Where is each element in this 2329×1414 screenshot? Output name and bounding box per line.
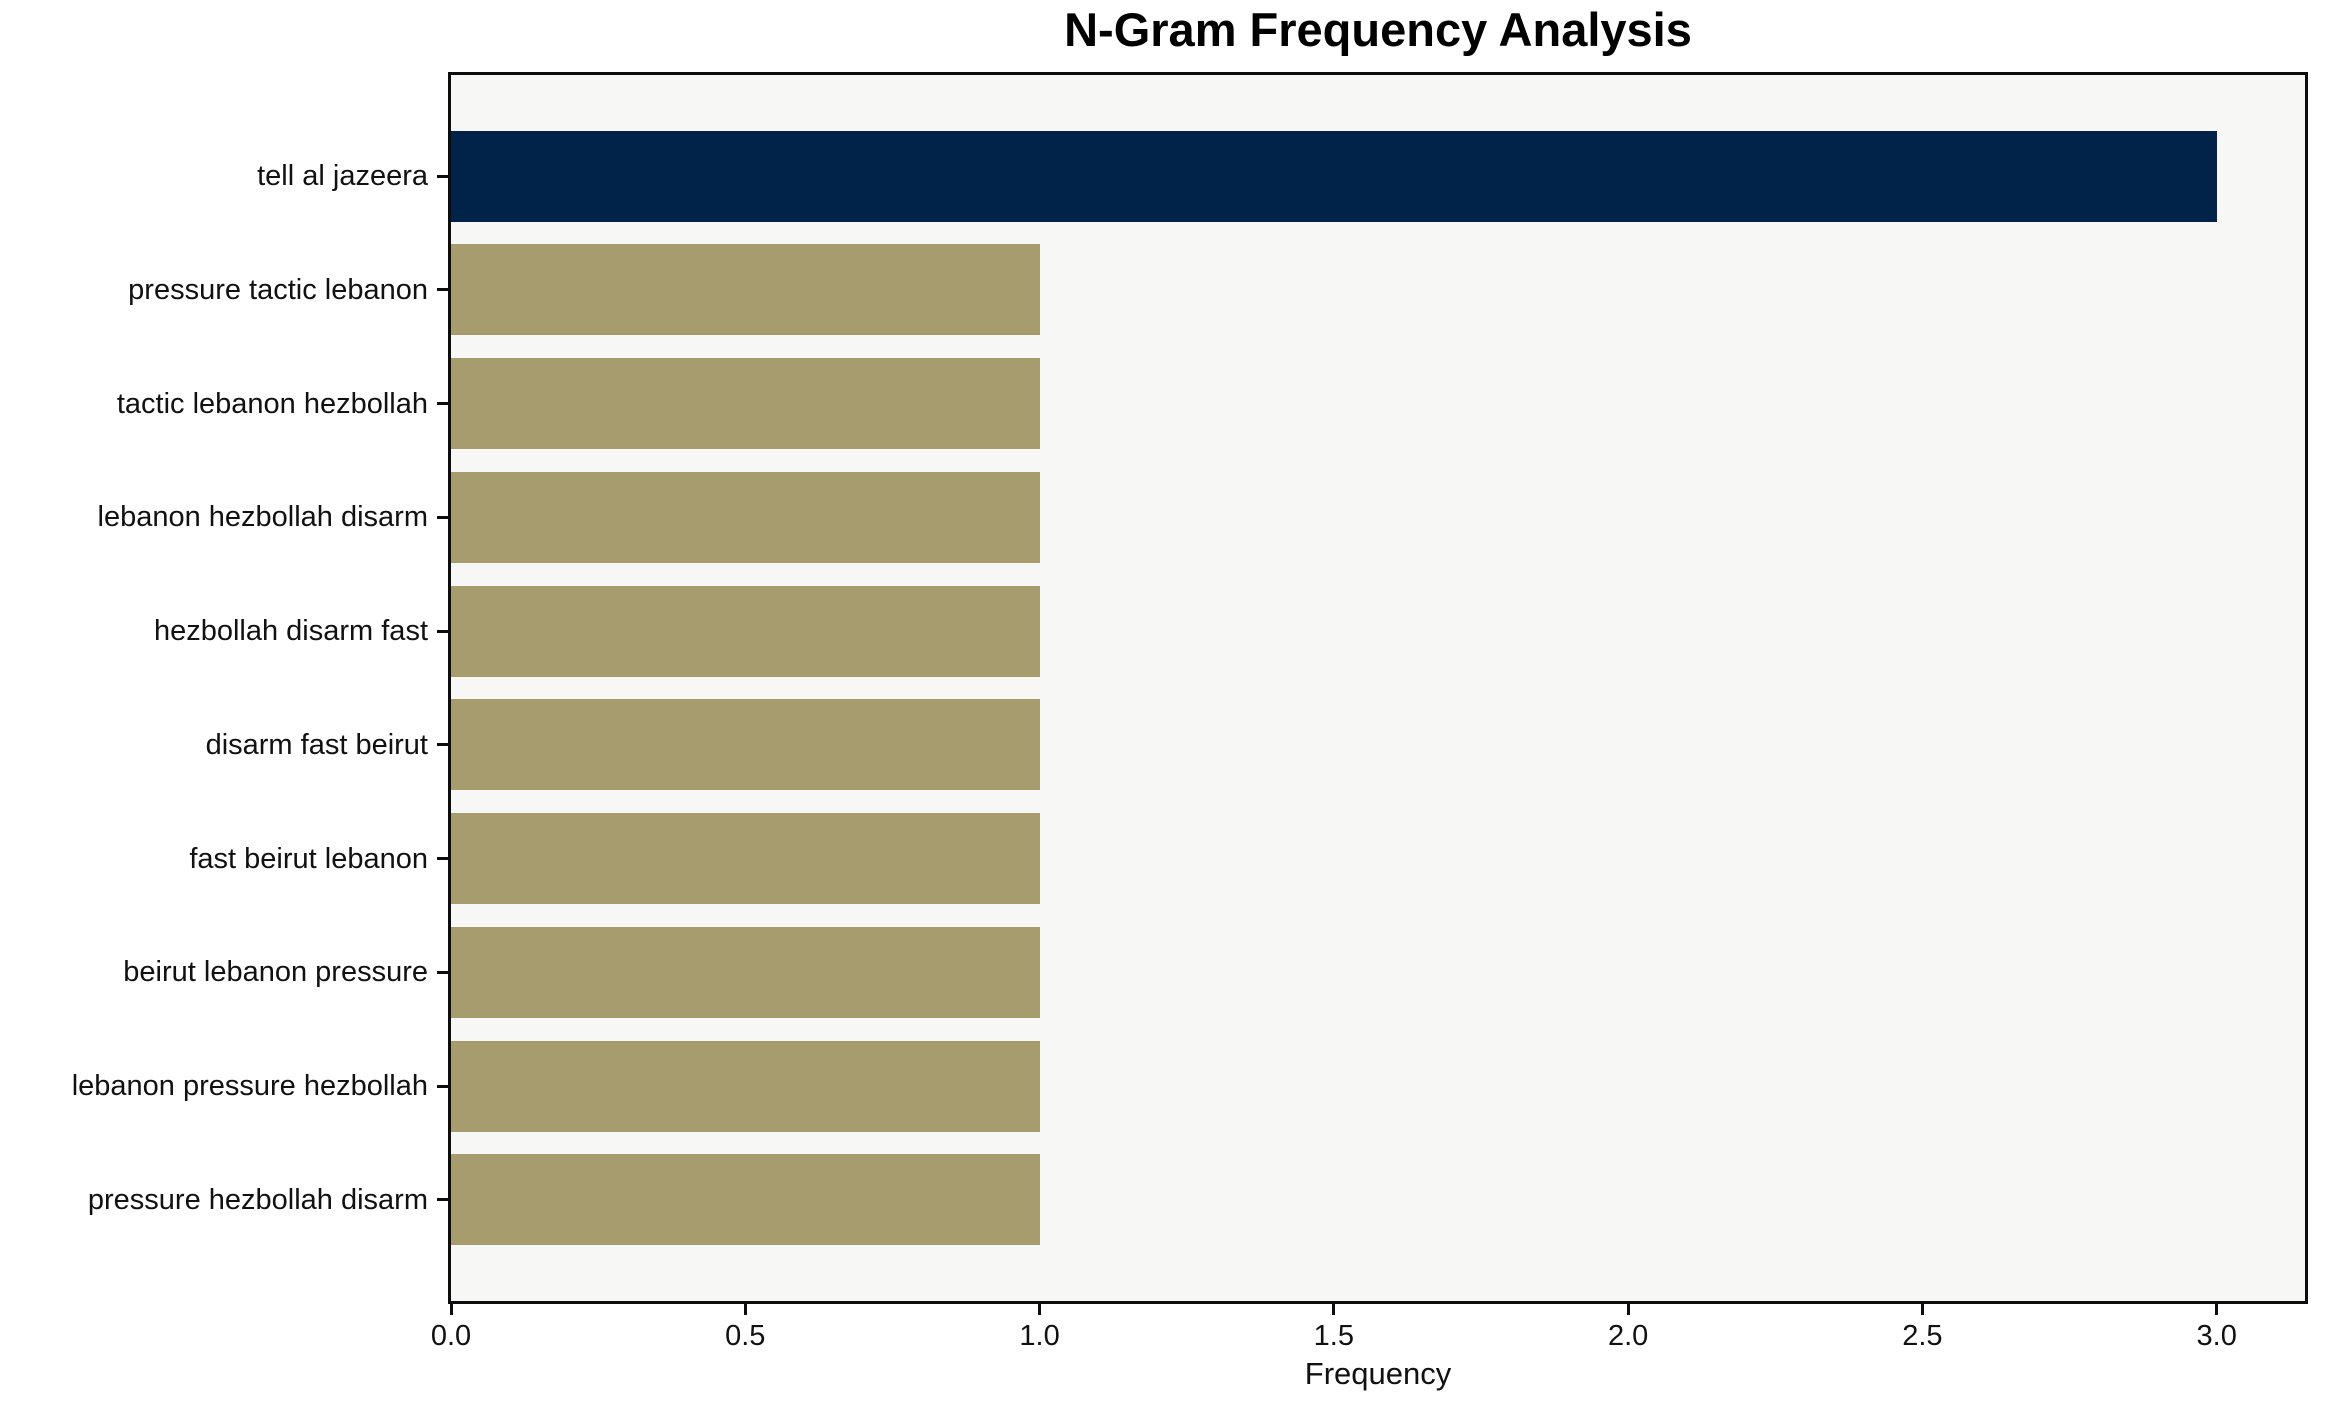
x-tick-label: 1.5 bbox=[1313, 1320, 1354, 1352]
y-tick-mark bbox=[437, 515, 448, 519]
bar-beirut-lebanon-pressure bbox=[451, 926, 1040, 1018]
y-tick-mark bbox=[437, 1198, 448, 1202]
y-tick-mark bbox=[437, 288, 448, 292]
y-axis-label: lebanon hezbollah disarm bbox=[97, 501, 429, 534]
bar-hezbollah-disarm-fast bbox=[451, 585, 1040, 677]
x-tick-mark bbox=[743, 1304, 747, 1315]
y-axis-label: lebanon pressure hezbollah bbox=[71, 1070, 428, 1103]
y-axis-label: disarm fast beirut bbox=[205, 728, 428, 761]
y-axis-label: hezbollah disarm fast bbox=[153, 615, 428, 648]
y-axis-label: beirut lebanon pressure bbox=[123, 956, 428, 989]
bar-lebanon-hezbollah-disarm bbox=[451, 471, 1040, 563]
y-tick-mark bbox=[437, 402, 448, 406]
x-tick-label: 3.0 bbox=[2196, 1320, 2237, 1352]
x-tick-mark bbox=[2215, 1304, 2219, 1315]
y-tick-mark bbox=[437, 1084, 448, 1088]
x-tick-label: 2.0 bbox=[1607, 1320, 1649, 1352]
chart-title: N-Gram Frequency Analysis bbox=[1064, 3, 1692, 56]
x-tick-label: 2.5 bbox=[1902, 1320, 1943, 1352]
x-tick-mark bbox=[1626, 1304, 1630, 1315]
bar-lebanon-pressure-hezbollah bbox=[451, 1040, 1040, 1132]
bar-pressure-hezbollah-disarm bbox=[451, 1154, 1040, 1246]
y-tick-mark bbox=[437, 629, 448, 633]
x-tick-mark bbox=[1332, 1304, 1336, 1315]
y-axis-label: pressure tactic lebanon bbox=[128, 273, 428, 306]
bar-pressure-tactic-lebanon bbox=[451, 244, 1040, 336]
y-tick-mark bbox=[437, 743, 448, 747]
y-axis-label: fast beirut lebanon bbox=[189, 842, 428, 875]
y-tick-mark bbox=[437, 174, 448, 178]
bar-disarm-fast-beirut bbox=[451, 699, 1040, 791]
plot-area bbox=[448, 72, 2308, 1304]
x-tick-mark bbox=[449, 1304, 453, 1315]
x-tick-label: 1.0 bbox=[1019, 1320, 1060, 1352]
x-tick-mark bbox=[1920, 1304, 1924, 1315]
y-axis-label: tell al jazeera bbox=[257, 160, 428, 193]
y-axis-label: tactic lebanon hezbollah bbox=[116, 387, 428, 420]
bar-tactic-lebanon-hezbollah bbox=[451, 358, 1040, 450]
x-tick-label: 0.5 bbox=[725, 1320, 766, 1352]
x-axis-title: Frequency bbox=[1304, 1356, 1452, 1391]
bar-fast-beirut-lebanon bbox=[451, 813, 1040, 905]
x-tick-mark bbox=[1038, 1304, 1042, 1315]
y-tick-mark bbox=[437, 970, 448, 974]
y-tick-mark bbox=[437, 857, 448, 861]
y-axis-label: pressure hezbollah disarm bbox=[87, 1183, 428, 1216]
x-tick-label: 0.0 bbox=[430, 1320, 472, 1352]
bar-tell-al-jazeera bbox=[451, 130, 2217, 222]
